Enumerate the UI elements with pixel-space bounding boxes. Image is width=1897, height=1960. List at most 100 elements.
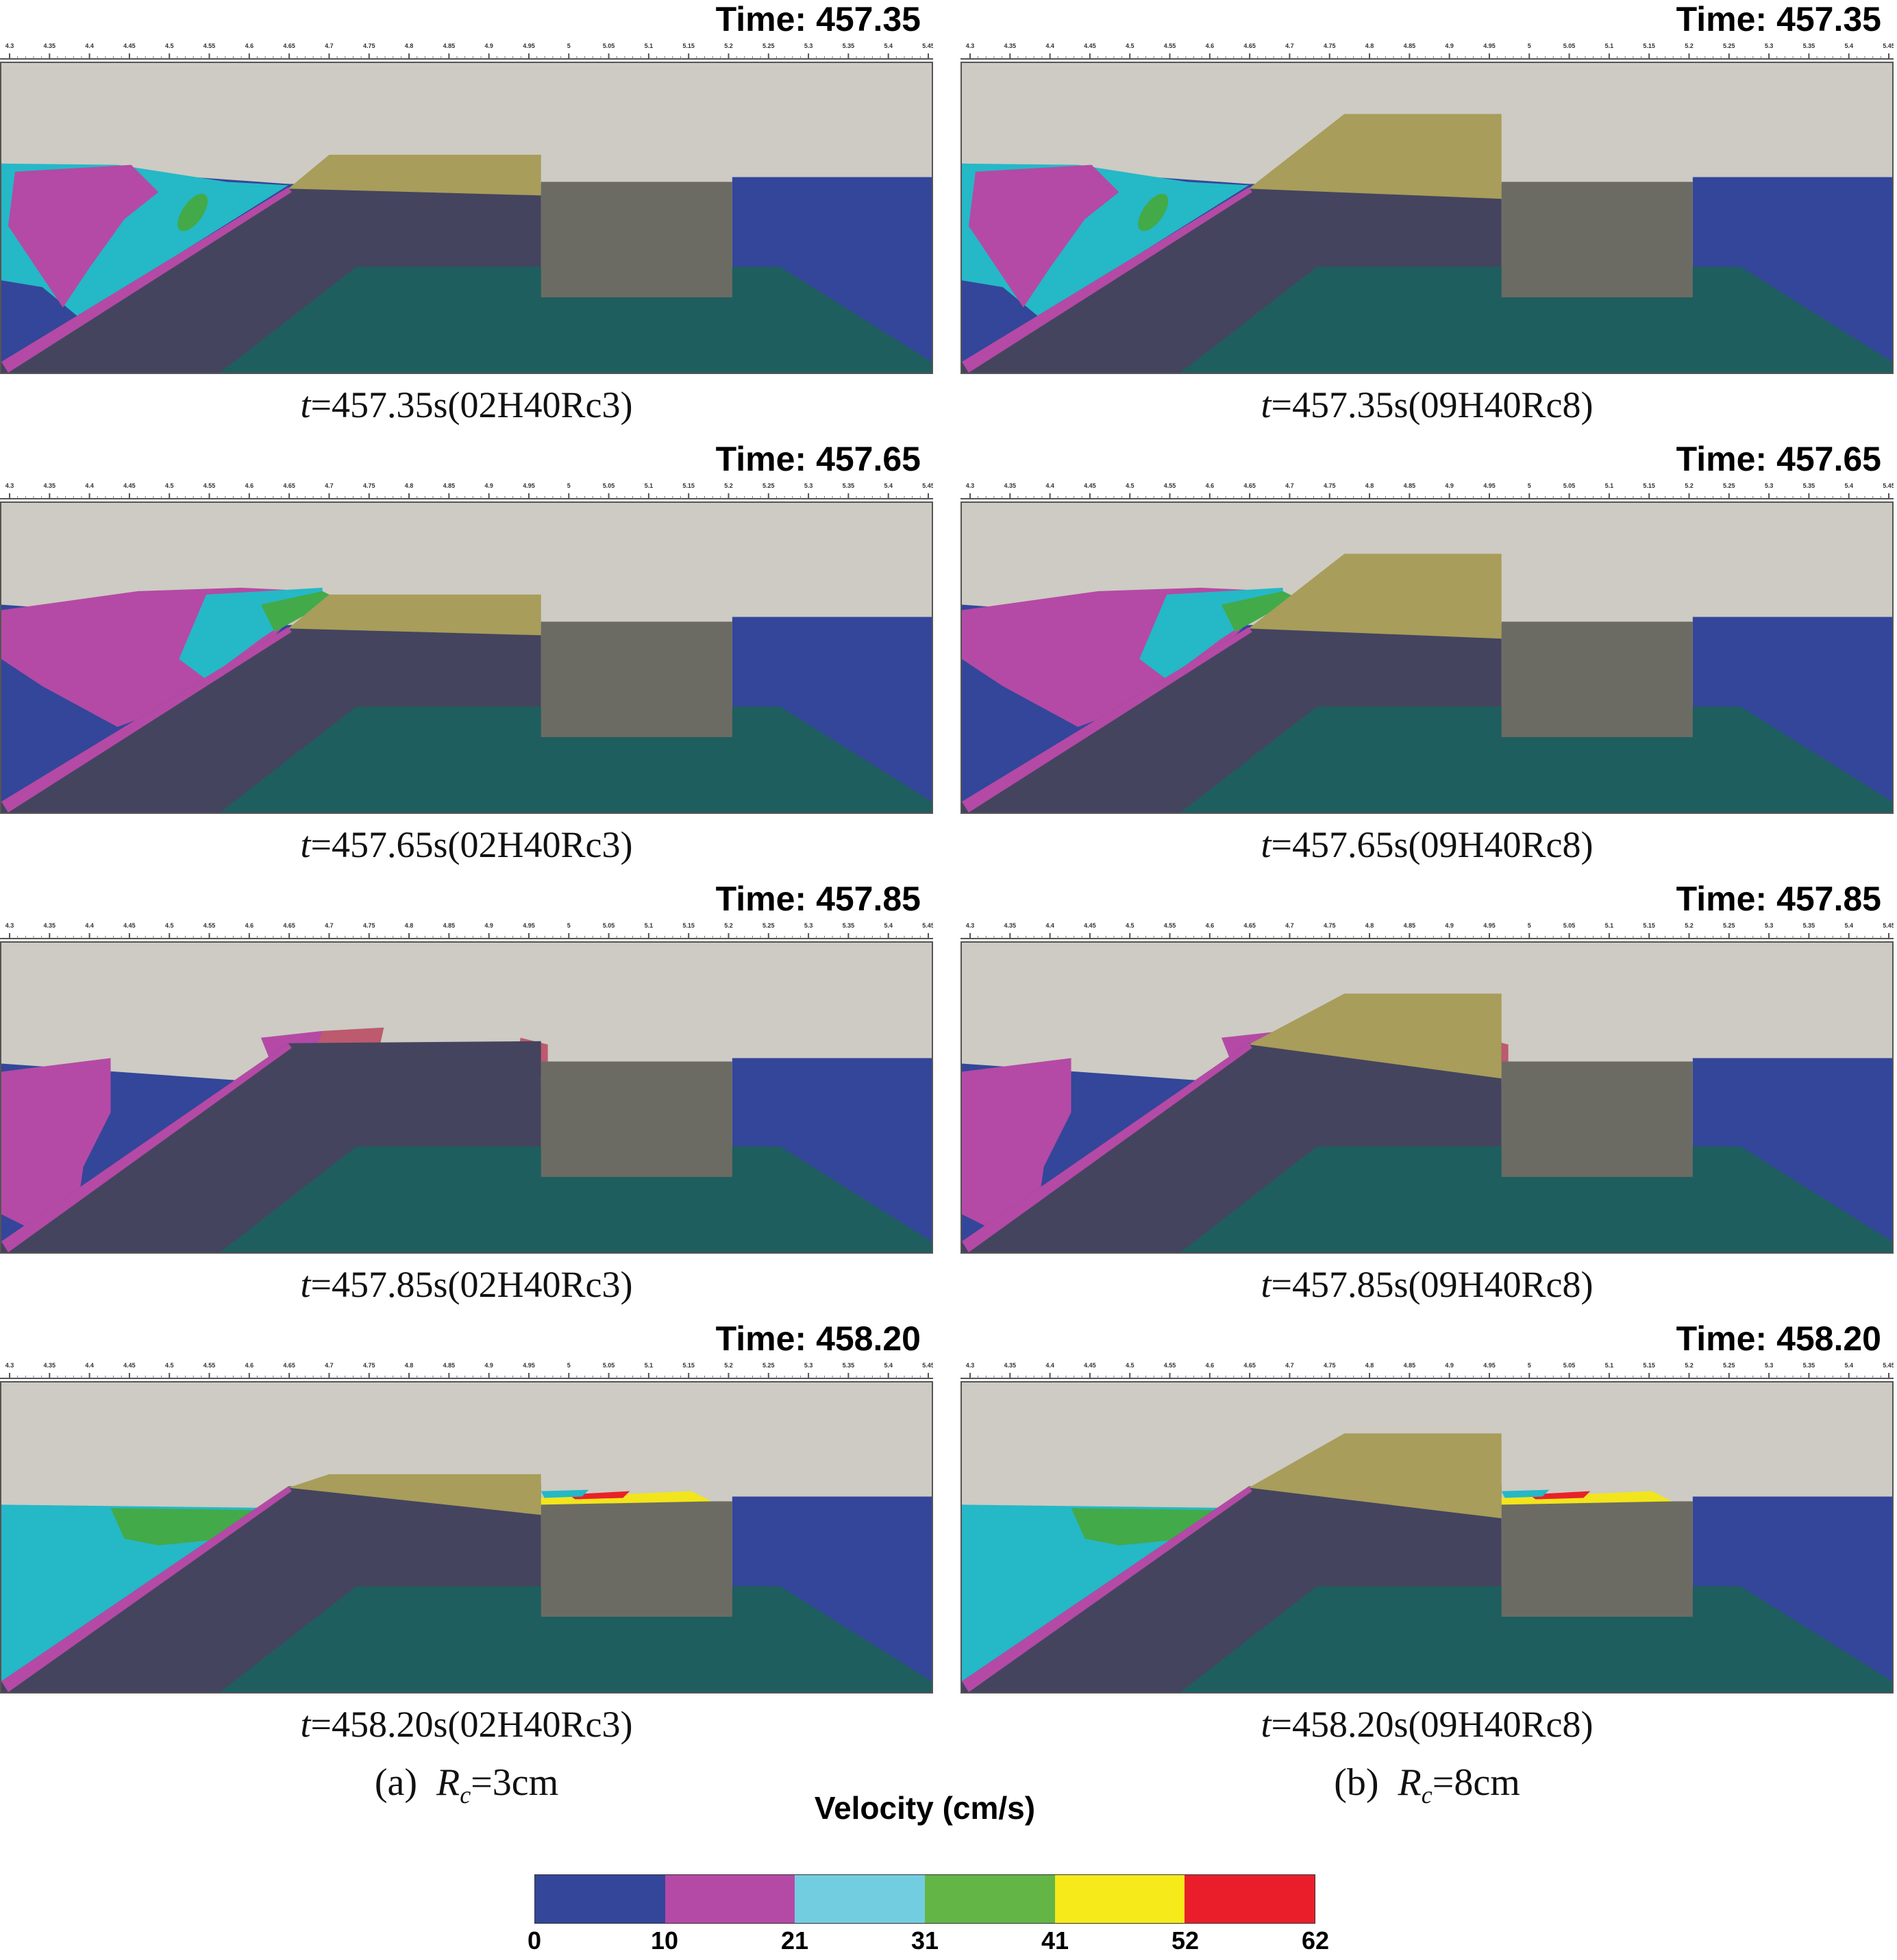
ruler-tick-label: 5.1 xyxy=(645,922,654,929)
ruler-tick-label: 5.2 xyxy=(1685,482,1694,489)
seabed xyxy=(220,1146,932,1252)
ruler-tick-label: 4.65 xyxy=(283,1362,295,1369)
ruler-tick-label: 4.3 xyxy=(5,1362,14,1369)
caisson xyxy=(1501,1501,1693,1617)
ruler-tick-label: 4.85 xyxy=(1404,42,1416,49)
ruler-tick-label: 5.3 xyxy=(1765,1362,1774,1369)
ruler-tick-label: 4.65 xyxy=(283,42,295,49)
ruler-tick-label: 5.2 xyxy=(724,922,733,929)
armor-strip xyxy=(1,1486,292,1692)
ruler-tick-label: 5 xyxy=(567,482,571,489)
ruler-tick-label: 4.95 xyxy=(1483,922,1496,929)
ruler-tick-label: 4.75 xyxy=(1324,922,1336,929)
caisson xyxy=(1501,1061,1693,1177)
ruler-tick-label: 4.85 xyxy=(1404,1362,1416,1369)
overtop-wedge xyxy=(288,154,541,196)
legend-ticks: 0 10 21 31 41 52 62 xyxy=(528,1926,1329,1955)
velocity-zone-41-52 xyxy=(1501,1491,1672,1505)
ruler-tick-label: 4.7 xyxy=(325,922,334,929)
ruler-tick-label: 4.3 xyxy=(5,42,14,49)
ruler-tick-label: 4.4 xyxy=(85,42,94,49)
ruler-tick-label: 5.25 xyxy=(762,482,775,489)
ruler-tick-label: 4.45 xyxy=(1084,482,1096,489)
velocity-zone-31-41 xyxy=(260,591,336,632)
seabed xyxy=(1180,266,1892,373)
ruler-tick-label: 4.7 xyxy=(325,42,334,49)
column-label-b: (b) Rc=8cm xyxy=(1334,1761,1520,1809)
ruler-tick-label: 5 xyxy=(1528,922,1531,929)
velocity-zone-52-62 xyxy=(568,1491,630,1500)
ruler-tick-label: 4.6 xyxy=(1206,482,1215,489)
ruler-tick-label: 4.9 xyxy=(484,42,493,49)
panel-caption: t=457.65s(02H40Rc3) xyxy=(300,824,633,865)
armor-strip xyxy=(962,187,1252,373)
ruler-tick-label: 4.95 xyxy=(1483,1362,1496,1369)
armor-strip xyxy=(1,627,292,812)
ruler-tick-label: 5.4 xyxy=(1844,922,1853,929)
ruler-tick-label: 4.9 xyxy=(1445,482,1454,489)
ruler-tick-label: 5.25 xyxy=(1723,922,1735,929)
seabed xyxy=(1180,1146,1892,1252)
ruler-tick-label: 4.9 xyxy=(484,1362,493,1369)
ruler-tick-label: 4.8 xyxy=(405,1362,414,1369)
ruler-tick-label: 5.1 xyxy=(1605,42,1614,49)
ruler-tick-label: 5.1 xyxy=(645,42,654,49)
ruler-tick-label: 5.35 xyxy=(1803,1362,1815,1369)
ruler-tick-label: 4.55 xyxy=(1164,42,1176,49)
x-ruler: 4.3 4.35 4.4 4.45 4.5 4.55 4.6 4.65 4.7 4.75 4.8 4.… xyxy=(960,482,1894,499)
armor-strip xyxy=(962,1486,1252,1692)
ruler-tick-label: 5.3 xyxy=(804,42,813,49)
x-ruler: 4.3 4.35 4.4 4.45 4.5 4.55 4.6 4.65 4.7 4.75 4.8 4.… xyxy=(960,922,1894,939)
ruler-tick-label: 5.2 xyxy=(724,482,733,489)
velocity-zone-21-31 xyxy=(1501,1489,1550,1498)
ruler-tick-label: 5 xyxy=(1528,482,1531,489)
ruler-tick-label: 5.25 xyxy=(762,1362,775,1369)
ruler-tick-label: 4.8 xyxy=(405,482,414,489)
ruler-tick-label: 5.05 xyxy=(603,42,615,49)
panel-caption: t=458.20s(02H40Rc3) xyxy=(300,1704,633,1745)
panel-caption: t=457.35s(09H40Rc8) xyxy=(1261,384,1594,425)
panel-a-t457-35: Time: 457.35 4.3 4.35 4.4 4.45 4.5 4.55 4.6 4.65… xyxy=(0,0,933,438)
ruler-tick-label: 5.35 xyxy=(843,42,855,49)
velocity-zone-10-21 xyxy=(968,164,1119,308)
ruler-tick-label: 4.4 xyxy=(85,482,94,489)
ruler-tick-label: 5.15 xyxy=(1643,1362,1655,1369)
panel-b-t457-35: Time: 457.35 4.3 4.35 4.4 4.45 4.5 4.55 4.6 4.65… xyxy=(960,0,1894,438)
legend-swatch xyxy=(795,1875,926,1923)
x-ruler: 4.3 4.35 4.4 4.45 4.5 4.55 4.6 4.65 4.7 4.75 4.8 4.… xyxy=(960,42,1894,60)
ruler-tick-label: 4.7 xyxy=(325,1362,334,1369)
overtop-wedge xyxy=(1248,114,1502,199)
x-ruler: 4.3 4.35 4.4 4.45 4.5 4.55 4.6 4.65 4.7 4.75 4.8 4.… xyxy=(960,1362,1894,1379)
ruler-tick-label: 4.9 xyxy=(1445,42,1454,49)
ruler-tick-label: 4.65 xyxy=(283,482,295,489)
ruler-tick-label: 4.45 xyxy=(1084,922,1096,929)
ruler-tick-label: 4.35 xyxy=(44,42,56,49)
ruler-tick-label: 4.45 xyxy=(123,482,136,489)
caisson xyxy=(541,182,732,297)
ruler-tick-label: 4.85 xyxy=(443,922,456,929)
velocity-zone-10-21 xyxy=(1,1058,111,1228)
ruler-tick-label: 5.45 xyxy=(922,922,933,929)
ruler-tick-label: 4.9 xyxy=(484,922,493,929)
ruler-tick-label: 4.6 xyxy=(1206,42,1215,49)
overtop-wedge xyxy=(1248,1433,1502,1519)
velocity-field xyxy=(0,501,933,814)
panel-a-t458-20: Time: 458.20 4.3 4.35 4.4 4.45 4.5 4.55 4.6 4.65… xyxy=(0,1319,933,1758)
ruler-tick-label: 5 xyxy=(567,1362,571,1369)
armor-strip xyxy=(962,1043,1252,1252)
ruler-tick-label: 4.5 xyxy=(165,42,174,49)
velocity-field xyxy=(0,941,933,1254)
ruler-tick-label: 5.15 xyxy=(682,922,695,929)
armor-strip xyxy=(1,187,292,373)
panel-caption: t=457.85s(09H40Rc8) xyxy=(1261,1264,1594,1305)
ruler-tick-label: 4.3 xyxy=(966,922,975,929)
ruler-tick-label: 4.9 xyxy=(1445,922,1454,929)
time-label: Time: 457.35 xyxy=(1676,0,1881,38)
velocity-field xyxy=(0,1381,933,1694)
ruler-tick-label: 5.35 xyxy=(1803,482,1815,489)
panel-caption: t=458.20s(09H40Rc8) xyxy=(1261,1704,1594,1745)
ruler-tick-label: 4.4 xyxy=(1045,482,1054,489)
ruler-tick-label: 4.95 xyxy=(523,42,535,49)
ruler-tick-label: 4.8 xyxy=(1365,42,1374,49)
ruler-tick-label: 5.1 xyxy=(1605,1362,1614,1369)
